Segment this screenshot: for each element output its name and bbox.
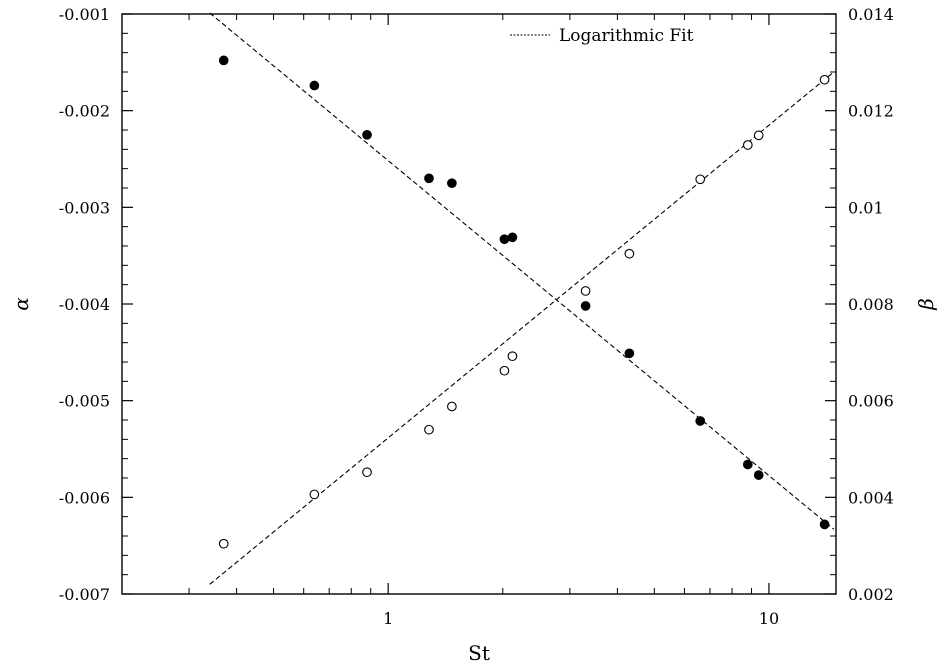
beta-data-point	[742, 140, 753, 150]
legend-label: Logarithmic Fit	[559, 26, 694, 46]
x-tick-label: 1	[383, 609, 393, 628]
fit-lines	[209, 12, 835, 585]
alpha-data-point	[624, 348, 635, 359]
right-y-tick-label: 0.006	[848, 392, 894, 411]
data-points	[218, 55, 830, 549]
beta-data-point	[309, 489, 320, 500]
beta-fit-line	[209, 71, 835, 585]
left-y-tick-label: -0.006	[59, 488, 110, 507]
beta-data-point	[507, 351, 518, 362]
left-axis-title: α	[9, 297, 33, 311]
beta-data-point	[499, 365, 510, 376]
beta-data-point	[580, 286, 591, 296]
alpha-data-point	[218, 55, 229, 66]
ticks	[121, 13, 836, 595]
right-y-tick-label: 0.002	[848, 585, 894, 604]
beta-data-point	[218, 538, 229, 549]
beta-data-point	[624, 248, 635, 259]
x-axis-title: St	[468, 641, 490, 665]
alpha-data-point	[499, 234, 510, 245]
alpha-data-point	[424, 173, 434, 184]
right-y-tick-label: 0.01	[848, 198, 884, 217]
right-y-tick-label: 0.012	[848, 102, 894, 121]
beta-data-point	[819, 74, 830, 85]
alpha-data-point	[819, 519, 830, 530]
alpha-data-point	[753, 470, 764, 480]
beta-data-point	[695, 174, 706, 185]
right-y-tick-label: 0.008	[848, 295, 894, 314]
beta-data-point	[447, 401, 457, 412]
alpha-data-point	[309, 80, 320, 91]
alpha-data-point	[362, 129, 372, 140]
alpha-data-point	[580, 301, 591, 311]
right-y-tick-label: 0.014	[848, 5, 894, 24]
right-axis-title: β	[914, 298, 938, 311]
left-y-tick-label: -0.001	[59, 5, 110, 24]
alpha-data-point	[447, 178, 457, 189]
left-y-tick-label: -0.005	[59, 392, 110, 411]
beta-data-point	[753, 130, 764, 141]
tick-labels: -0.001 -0.002 -0.003 -0.004 -0.005 -0.006 -0.0…	[59, 5, 894, 628]
left-y-tick-label: -0.002	[59, 102, 110, 121]
alpha-data-point	[507, 232, 518, 243]
left-y-tick-label: -0.003	[59, 198, 110, 217]
right-y-tick-label: 0.004	[848, 488, 894, 507]
alpha-fit-line	[209, 12, 835, 530]
beta-data-point	[424, 424, 434, 435]
beta-data-point	[362, 467, 372, 478]
left-y-tick-label: -0.004	[59, 295, 110, 314]
left-y-tick-label: -0.007	[59, 585, 110, 604]
legend: Logarithmic Fit	[510, 26, 694, 46]
alpha-data-point	[742, 459, 753, 470]
x-tick-label: 10	[759, 609, 779, 628]
alpha-data-point	[695, 416, 706, 426]
